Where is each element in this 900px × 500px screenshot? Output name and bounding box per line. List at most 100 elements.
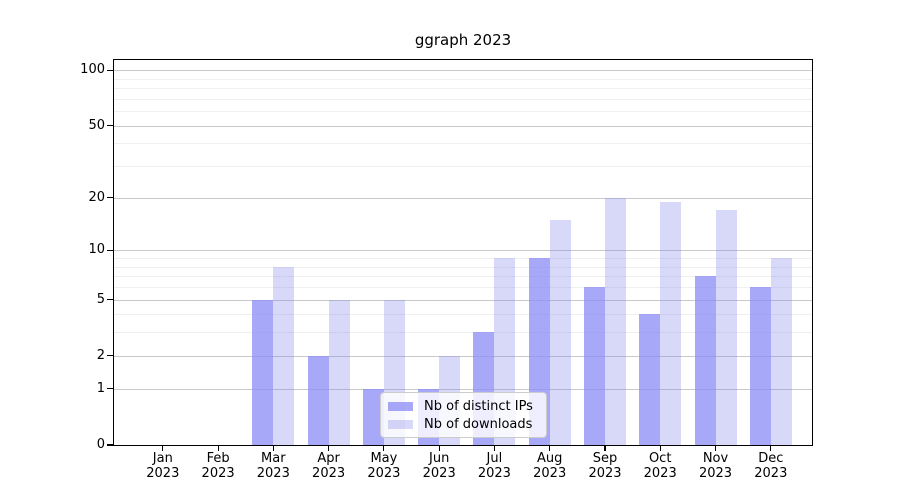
bars <box>114 60 812 445</box>
y-tick-label: 0 <box>96 437 105 452</box>
y-tick-label: 50 <box>88 117 105 133</box>
bar-downloads-mar <box>273 266 295 445</box>
x-tick-month: Mar <box>261 451 286 466</box>
y-tick-mark <box>107 444 113 446</box>
x-tick-month: Oct <box>648 451 672 466</box>
gridline-major <box>114 299 812 301</box>
bar-downloads-nov <box>715 210 737 445</box>
gridline-minor <box>114 78 812 80</box>
x-tick-mark <box>549 446 551 451</box>
chart-title: ggraph 2023 <box>414 31 512 49</box>
bar-downloads-dec <box>770 258 792 445</box>
bar-distinct-ips-apr <box>307 355 329 445</box>
x-tick-label: Apr 2023 <box>301 451 357 481</box>
y-tick-mark <box>107 125 113 127</box>
bar-downloads-oct <box>660 201 682 445</box>
gridline-minor <box>114 98 812 100</box>
gridline-minor <box>114 88 812 90</box>
x-tick-year: 2023 <box>533 465 567 481</box>
x-tick-mark <box>659 446 661 451</box>
x-tick-year: 2023 <box>422 465 456 481</box>
bar-downloads-sep <box>605 197 626 445</box>
gridline-minor <box>114 266 812 268</box>
x-tick-year: 2023 <box>588 465 622 481</box>
x-tick-mark <box>604 446 606 451</box>
x-tick-month: Dec <box>758 451 784 466</box>
legend: Nb of distinct IPs Nb of downloads <box>380 392 547 438</box>
bar-distinct-ips-nov <box>694 276 716 445</box>
x-tick-mark <box>714 446 717 451</box>
x-tick-mark <box>770 446 772 451</box>
y-tick-label: 1 <box>96 380 105 396</box>
bar-distinct-ips-mar <box>252 299 274 445</box>
x-tick-label: Nov 2023 <box>688 451 744 481</box>
x-tick-label: Jan 2023 <box>135 451 191 481</box>
bar-distinct-ips-dec <box>749 287 771 445</box>
x-tick-mark <box>217 446 219 451</box>
x-tick-month: Jun <box>429 451 450 466</box>
x-tick-mark <box>162 446 164 451</box>
legend-swatch-distinct-ips <box>388 401 413 411</box>
gridlines <box>114 60 812 445</box>
x-tick-year: 2023 <box>477 465 511 481</box>
gridline-minor <box>114 314 812 316</box>
x-tick-year: 2023 <box>367 465 401 481</box>
x-tick-year: 2023 <box>312 465 346 481</box>
gridline-major <box>114 70 812 72</box>
x-tick-mark <box>493 446 495 451</box>
x-tick-label: Mar 2023 <box>245 451 301 481</box>
x-tick-month: Feb <box>206 451 230 466</box>
y-tick-mark <box>107 197 113 199</box>
y-tick-mark <box>107 298 113 301</box>
x-tick-month: May <box>370 451 398 466</box>
x-tick-year: 2023 <box>201 465 235 481</box>
gridline-major <box>114 125 812 127</box>
x-tick-label: Oct 2023 <box>632 451 688 481</box>
legend-label: Nb of distinct IPs <box>424 398 533 414</box>
x-tick-month: Nov <box>702 451 729 466</box>
y-tick-mark <box>107 355 113 357</box>
x-tick-year: 2023 <box>754 465 788 481</box>
x-tick-month: Aug <box>536 451 563 466</box>
y-tick-label: 100 <box>80 62 105 78</box>
bar-downloads-aug <box>549 219 571 445</box>
x-tick-year: 2023 <box>256 465 290 481</box>
bar-distinct-ips-may <box>362 388 384 445</box>
gridline-major <box>114 197 812 199</box>
x-tick-label: May 2023 <box>356 451 412 481</box>
y-tick-mark <box>107 249 113 251</box>
gridline-major <box>114 388 812 390</box>
bar-distinct-ips-oct <box>639 314 661 445</box>
legend-item: Nb of distinct IPs <box>388 400 539 413</box>
legend-swatch-downloads <box>388 419 413 429</box>
x-tick-year: 2023 <box>698 465 733 481</box>
x-tick-mark <box>328 446 330 451</box>
gridline-minor <box>114 258 812 259</box>
gridline-major <box>114 250 812 252</box>
y-tick-label: 5 <box>96 291 105 307</box>
y-tick-label: 20 <box>88 189 105 205</box>
x-tick-year: 2023 <box>146 465 180 481</box>
x-tick-label: Aug 2023 <box>522 451 578 481</box>
y-tick-mark <box>107 69 113 71</box>
gridline-minor <box>114 111 812 113</box>
legend-item: Nb of downloads <box>388 418 539 431</box>
bar-distinct-ips-sep <box>584 287 605 445</box>
x-tick-label: Feb 2023 <box>190 451 246 481</box>
x-tick-month: Jan <box>152 451 173 466</box>
gridline-minor <box>114 143 812 145</box>
bar-downloads-apr <box>328 299 350 445</box>
plot-area: Nb of distinct IPs Nb of downloads <box>113 59 813 446</box>
legend-label: Nb of downloads <box>424 416 533 432</box>
gridline-minor <box>114 332 812 334</box>
gridline-minor <box>114 276 812 278</box>
x-tick-mark <box>438 446 440 451</box>
y-tick-label: 10 <box>88 242 105 258</box>
x-tick-label: Jul 2023 <box>466 451 522 481</box>
y-tick-label: 2 <box>96 347 105 363</box>
x-tick-label: Sep 2023 <box>577 451 633 481</box>
y-tick-mark <box>107 388 113 390</box>
x-tick-label: Jun 2023 <box>411 451 467 481</box>
gridline-major <box>114 355 812 357</box>
